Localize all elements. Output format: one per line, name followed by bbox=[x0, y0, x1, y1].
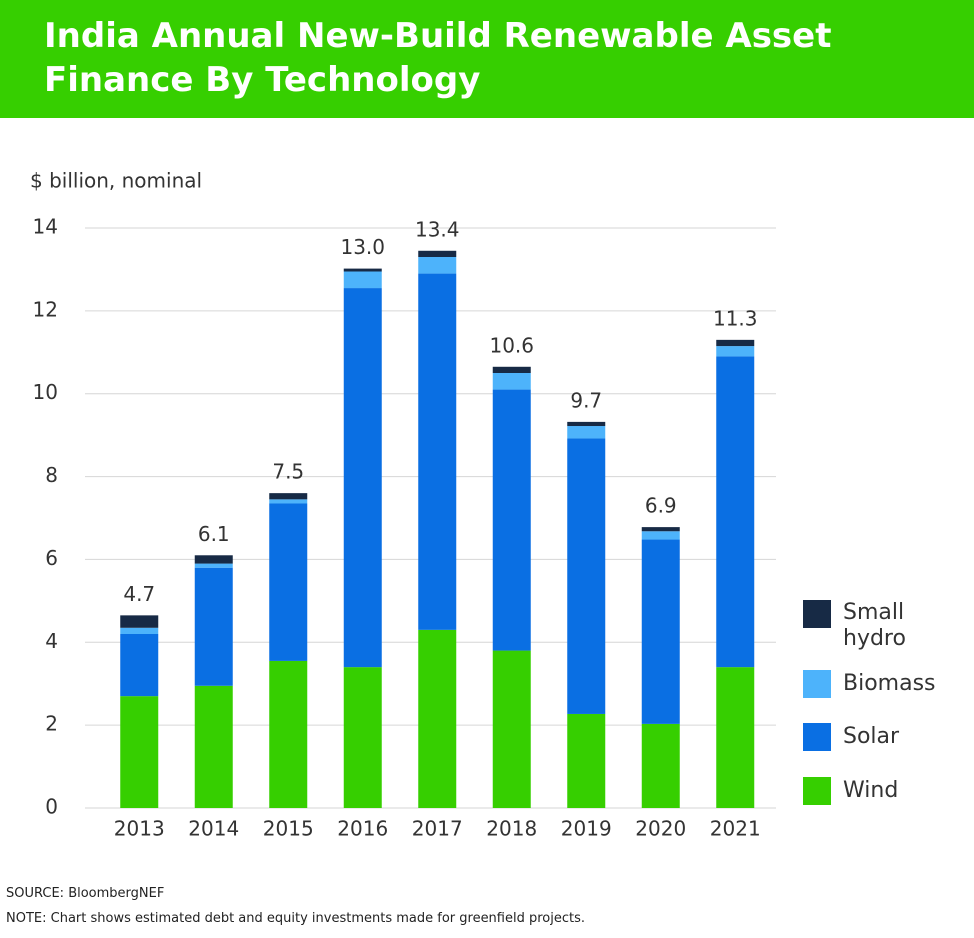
bar-segment bbox=[343, 288, 382, 668]
bar-segment bbox=[418, 257, 457, 274]
x-tick-label: 2019 bbox=[561, 817, 612, 841]
y-tick-label: 14 bbox=[33, 215, 58, 239]
total-label: 4.7 bbox=[123, 582, 155, 606]
bar-segment bbox=[492, 366, 531, 373]
x-tick-label: 2013 bbox=[114, 817, 165, 841]
bar-segment bbox=[567, 421, 606, 427]
total-label: 6.9 bbox=[645, 494, 677, 518]
bar-segment bbox=[567, 438, 606, 714]
x-tick-label: 2016 bbox=[337, 817, 388, 841]
bar-segment bbox=[716, 346, 755, 357]
bar-segment bbox=[120, 696, 159, 808]
y-tick-label: 12 bbox=[33, 297, 58, 321]
y-tick-label: 4 bbox=[45, 629, 58, 653]
bar-segment bbox=[120, 615, 159, 628]
bar-segment bbox=[343, 268, 382, 272]
bar-segment bbox=[269, 660, 308, 808]
legend-swatch bbox=[803, 723, 831, 751]
legend-label: Biomass bbox=[843, 671, 936, 696]
total-label: 11.3 bbox=[713, 306, 758, 330]
legend-swatch bbox=[803, 600, 831, 628]
y-tick-label: 0 bbox=[45, 795, 58, 819]
x-tick-label: 2020 bbox=[635, 817, 686, 841]
y-tick-label: 10 bbox=[33, 380, 58, 404]
total-label: 9.7 bbox=[570, 388, 602, 412]
bar-segment bbox=[492, 389, 531, 651]
x-tick-label: 2015 bbox=[263, 817, 314, 841]
bar-segment bbox=[641, 723, 680, 808]
bar-segment bbox=[641, 527, 680, 532]
bar-segment bbox=[418, 629, 457, 808]
bar-segment bbox=[120, 627, 159, 634]
bar-segment bbox=[641, 531, 680, 540]
x-tick-label: 2021 bbox=[710, 817, 761, 841]
total-label: 6.1 bbox=[198, 522, 230, 546]
bar-segment bbox=[492, 650, 531, 808]
bar-segment bbox=[567, 713, 606, 808]
bar-segment bbox=[641, 539, 680, 724]
bar-segment bbox=[343, 667, 382, 808]
x-tick-label: 2018 bbox=[486, 817, 537, 841]
total-label: 7.5 bbox=[272, 460, 304, 484]
y-tick-label: 8 bbox=[45, 463, 58, 487]
legend-swatch bbox=[803, 777, 831, 805]
legend-item: Wind bbox=[803, 777, 953, 805]
legend-label: Wind bbox=[843, 778, 899, 803]
bar-segment bbox=[194, 685, 233, 808]
bar-segment bbox=[716, 339, 755, 347]
y-tick-label: 6 bbox=[45, 546, 58, 570]
legend-item: Small hydro bbox=[803, 600, 913, 652]
total-label: 13.0 bbox=[340, 235, 385, 259]
bar-segment bbox=[418, 273, 457, 630]
x-tick-label: 2017 bbox=[412, 817, 463, 841]
bar-segment bbox=[194, 555, 233, 564]
source: SOURCE: BloombergNEF bbox=[6, 886, 165, 901]
legend-swatch bbox=[803, 670, 831, 698]
total-label: 13.4 bbox=[415, 217, 460, 241]
bar-segment bbox=[269, 493, 308, 500]
y-tick-label: 2 bbox=[45, 712, 58, 736]
note: NOTE: Chart shows estimated debt and equ… bbox=[6, 911, 586, 926]
legend-label: Solar bbox=[843, 724, 900, 749]
bar-segment bbox=[269, 499, 308, 504]
bar-segment bbox=[492, 373, 531, 390]
total-label: 10.6 bbox=[489, 333, 534, 357]
bar-segment bbox=[418, 250, 457, 257]
y-axis-label: $ billion, nominal bbox=[30, 169, 202, 193]
bar-segment bbox=[716, 356, 755, 668]
bar-segment bbox=[343, 271, 382, 289]
x-tick-label: 2014 bbox=[188, 817, 239, 841]
header: India Annual New-Build Renewable Asset F… bbox=[0, 0, 974, 118]
bar-segment bbox=[194, 567, 233, 686]
bar-segment bbox=[567, 426, 606, 439]
legend-item: Biomass bbox=[803, 670, 953, 698]
bar-segment bbox=[120, 634, 159, 697]
bar-segment bbox=[716, 667, 755, 808]
legend-item: Solar bbox=[803, 723, 953, 751]
chart-title: India Annual New-Build Renewable Asset F… bbox=[44, 16, 832, 100]
bar-segment bbox=[194, 563, 233, 568]
legend-label: Small hydro bbox=[843, 600, 906, 651]
bar-segment bbox=[269, 503, 308, 661]
